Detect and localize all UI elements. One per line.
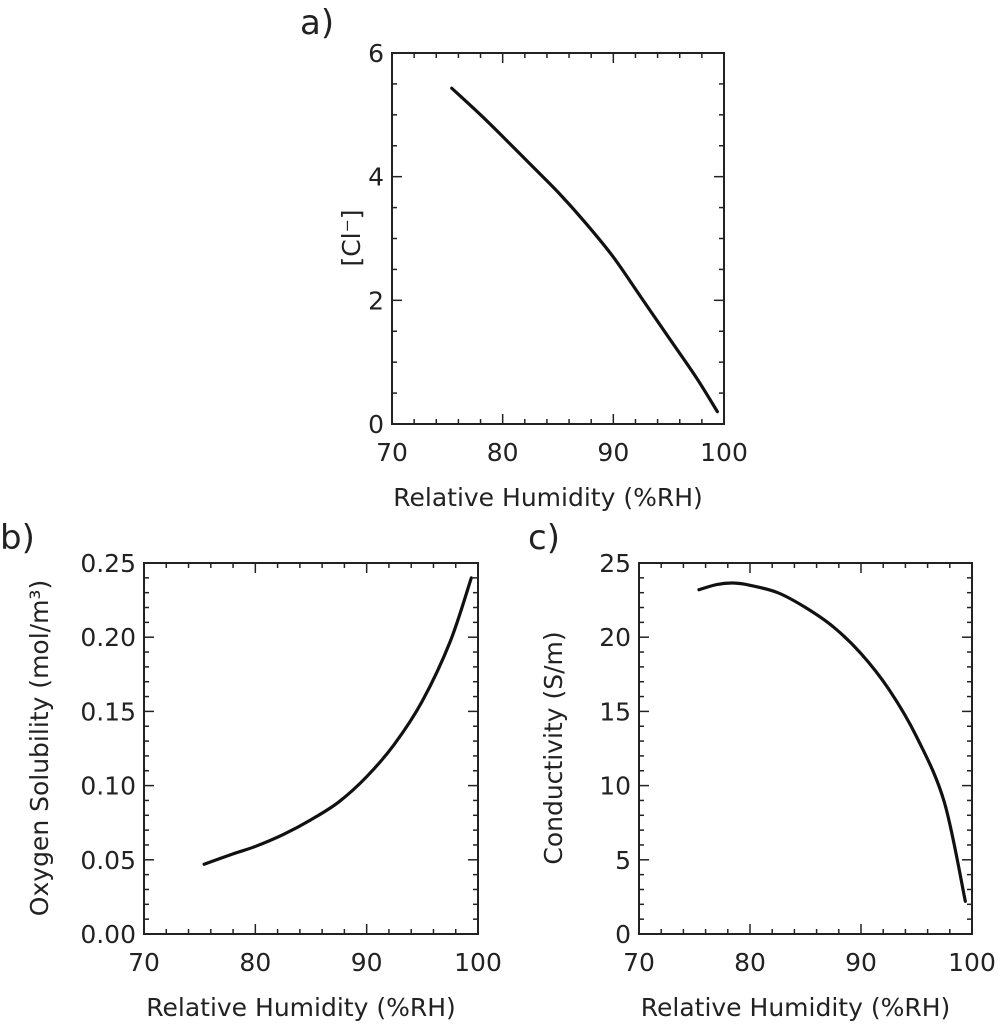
- x-tick-label: 100: [454, 948, 502, 977]
- data-line: [697, 581, 967, 903]
- x-tick-label: 80: [487, 438, 519, 467]
- x-tick-label: 80: [734, 948, 766, 977]
- y-tick-label: 2: [368, 286, 384, 315]
- y-tick-label: 4: [368, 163, 384, 192]
- panel-label: a): [300, 3, 334, 43]
- x-tick-label: 90: [845, 948, 877, 977]
- chart-panel-a: 70 80 90 100 0 2 4 6 Relative Humidity (%RH) [Cl⁻…: [300, 3, 748, 512]
- data-line: [202, 576, 473, 866]
- y-tick-label: 0.15: [80, 697, 136, 726]
- y-axis-label: Oxygen Solubility (mol/m³): [25, 580, 54, 916]
- x-tick-label: 90: [597, 438, 629, 467]
- y-tick-label: 0.25: [80, 549, 136, 578]
- y-tick-label: 0.05: [80, 846, 136, 875]
- chart-panel-c: 70 80 90 100 0 5 10 15 20 25 Relative Humidity (%R…: [528, 518, 996, 1022]
- y-tick-label: 10: [599, 772, 631, 801]
- y-axis-label: Conductivity (S/m): [539, 631, 568, 864]
- x-tick-label: 70: [623, 948, 655, 977]
- y-tick-label: 5: [615, 846, 631, 875]
- x-tick-label: 70: [376, 438, 408, 467]
- y-tick-label: 0.20: [80, 623, 136, 652]
- x-tick-label: 100: [700, 438, 748, 467]
- y-tick-label: 20: [599, 623, 631, 652]
- y-tick-label: 0.10: [80, 772, 136, 801]
- y-tick-label: 0: [615, 920, 631, 949]
- x-tick-label: 70: [128, 948, 160, 977]
- panel-label: b): [0, 518, 35, 558]
- y-tick-label: 0.00: [80, 920, 136, 949]
- x-tick-label: 100: [948, 948, 996, 977]
- y-tick-label: 6: [368, 39, 384, 68]
- y-tick-label: 0: [368, 410, 384, 439]
- x-axis-label: Relative Humidity (%RH): [146, 993, 456, 1022]
- y-tick-label: 25: [599, 549, 631, 578]
- y-tick-label: 15: [599, 697, 631, 726]
- plot-frame: [638, 562, 973, 935]
- data-line: [450, 86, 719, 414]
- plot-frame: [143, 562, 479, 935]
- x-axis-label: Relative Humidity (%RH): [393, 483, 703, 512]
- x-axis-label: Relative Humidity (%RH): [641, 993, 951, 1022]
- plot-frame: [391, 52, 725, 425]
- panel-label: c): [528, 518, 560, 558]
- x-tick-label: 90: [351, 948, 383, 977]
- x-tick-label: 80: [239, 948, 271, 977]
- chart-panel-b: 70 80 90 100 0.00 0.05 0.10 0.15 0.20 0.25 Relativ…: [0, 518, 502, 1022]
- y-axis-label: [Cl⁻]: [337, 209, 366, 266]
